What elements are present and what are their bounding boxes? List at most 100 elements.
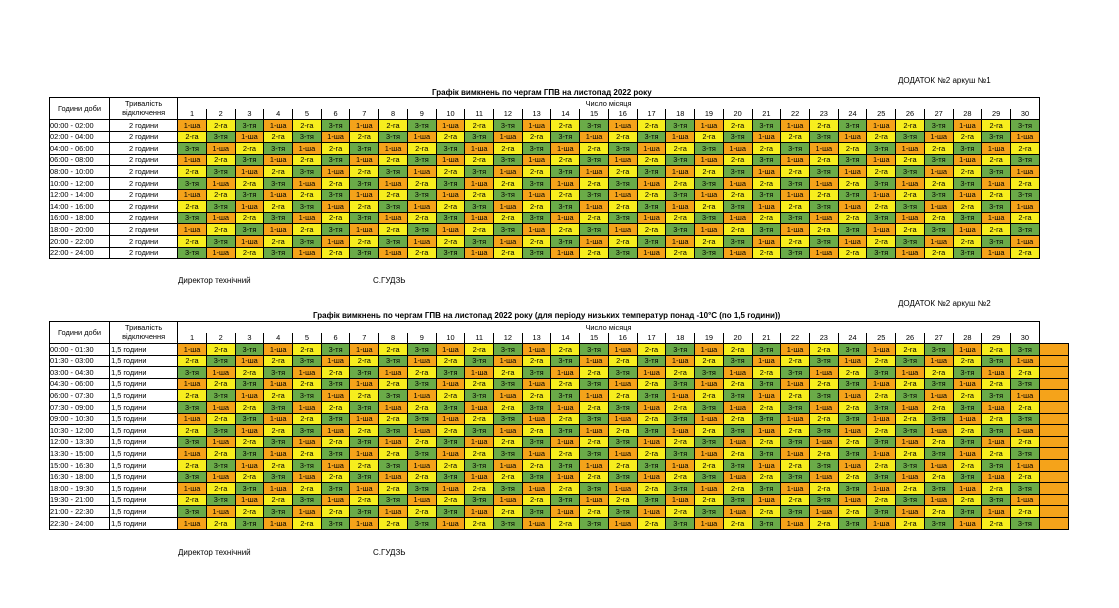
queue-cell: 3-тя <box>493 377 523 391</box>
header-day-number: 17 <box>636 108 667 120</box>
queue-cell: 3-тя <box>406 153 437 167</box>
queue-cell: 2-га <box>406 366 437 379</box>
queue-cell: 1-ша <box>177 447 207 460</box>
queue-cell: 3-тя <box>205 424 236 437</box>
header-day-number: 6 <box>320 332 351 344</box>
duration-cell: 2 години <box>109 153 179 167</box>
queue-cell: 3-тя <box>607 211 638 225</box>
queue-cell: 2-га <box>292 153 322 167</box>
queue-cell: 1-ша <box>435 188 466 202</box>
queue-cell: 1-ша <box>751 458 782 472</box>
queue-cell: 2-га <box>895 516 925 530</box>
queue-cell: 2-га <box>263 493 294 507</box>
table-row: 04:00 - 06:00 2 години 3-тя 1-ша 2-га 3-тя 1-ш… <box>48 142 1041 155</box>
queue-cell: 2-га <box>320 142 351 155</box>
queue-cell: 3-тя <box>694 505 724 518</box>
queue-cell: 2-га <box>406 470 437 484</box>
queue-cell: 1-ша <box>751 424 782 437</box>
queue-cell: 3-тя <box>493 188 523 202</box>
queue-cell: 3-тя <box>579 153 609 167</box>
queue-cell: 1-ша <box>866 412 897 426</box>
queue-cell: 3-тя <box>320 223 351 236</box>
queue-cell: 3-тя <box>234 516 265 530</box>
queue-cell: 3-тя <box>320 482 351 495</box>
queue-cell: 2-га <box>981 188 1011 202</box>
queue-cell: 3-тя <box>320 516 351 530</box>
queue-cell: 1-ша <box>550 505 581 518</box>
queue-cell: 3-тя <box>694 142 724 155</box>
queue-cell: 3-тя <box>636 493 667 507</box>
queue-cell: 1-ша <box>292 142 322 155</box>
queue-cell: 3-тя <box>895 458 925 472</box>
queue-cell: 2-га <box>722 343 753 356</box>
queue-cell: 3-тя <box>1009 119 1041 132</box>
header-day-number: 22 <box>780 332 810 344</box>
queue-cell: 2-га <box>1009 142 1041 155</box>
header-day-number: 10 <box>435 108 466 120</box>
duration-cell: 1,5 години <box>109 458 179 472</box>
queue-cell: 2-га <box>521 389 552 402</box>
header-day-number: 27 <box>923 332 954 344</box>
queue-cell: 1-ша <box>923 234 954 248</box>
queue-cell: 3-тя <box>435 470 466 484</box>
queue-cell: 3-тя <box>579 188 609 202</box>
queue-cell: 1-ша <box>952 412 983 426</box>
queue-cell: 1-ша <box>694 119 724 132</box>
queue-cell: 2-га <box>751 211 782 225</box>
header-padding-cell <box>1039 321 1069 344</box>
queue-cell: 1-ша <box>464 142 495 155</box>
queue-cell: 1-ша <box>780 153 810 167</box>
queue-cell: 2-га <box>923 366 954 379</box>
table-row: 12:00 - 14:00 2 години 1-ша 2-га 3-тя 1-ша 2-г… <box>48 188 1041 202</box>
queue-cell: 2-га <box>866 130 897 144</box>
queue-cell: 3-тя <box>493 516 523 530</box>
queue-cell: 1-ша <box>866 188 897 202</box>
queue-cell: 1-ша <box>579 130 609 144</box>
queue-cell: 1-ша <box>320 130 351 144</box>
duration-cell: 2 години <box>109 130 179 144</box>
queue-cell: 3-тя <box>923 412 954 426</box>
queue-cell: 2-га <box>780 165 810 178</box>
table-row: 16:30 - 18:00 1,5 години 3-тя 1-ша 2-га 3-тя 1… <box>48 470 1070 484</box>
queue-cell: 3-тя <box>665 343 696 356</box>
queue-cell: 1-ша <box>981 435 1011 449</box>
queue-cell: 1-ша <box>751 493 782 507</box>
queue-cell: 3-тя <box>1009 153 1041 167</box>
time-range-cell: 02:00 - 04:00 <box>48 130 111 144</box>
time-range-cell: 00:00 - 01:30 <box>48 343 111 356</box>
queue-cell: 3-тя <box>406 377 437 391</box>
queue-cell: 2-га <box>205 223 236 236</box>
queue-cell: 2-га <box>493 400 523 414</box>
header-day-number: 3 <box>234 332 265 344</box>
queue-cell: 2-га <box>952 389 983 402</box>
header-day-number: 23 <box>808 108 839 120</box>
queue-cell: 2-га <box>550 153 581 167</box>
queue-cell: 3-тя <box>292 165 322 178</box>
queue-cell: 3-тя <box>550 354 581 368</box>
queue-cell: 3-тя <box>694 435 724 449</box>
time-range-cell: 06:00 - 07:30 <box>48 389 111 402</box>
queue-cell: 2-га <box>320 211 351 225</box>
queue-cell: 3-тя <box>636 200 667 213</box>
queue-cell: 1-ша <box>493 354 523 368</box>
queue-cell: 3-тя <box>808 130 839 144</box>
queue-cell: 3-тя <box>751 447 782 460</box>
queue-cell: 3-тя <box>378 130 408 144</box>
queue-cell: 3-тя <box>722 354 753 368</box>
table-row: 12:00 - 13:30 1,5 години 3-тя 1-ша 2-га 3-тя 1… <box>48 435 1070 449</box>
queue-cell: 2-га <box>866 424 897 437</box>
queue-cell: 3-тя <box>981 234 1011 248</box>
header-day-number: 19 <box>694 332 724 344</box>
queue-cell: 3-тя <box>952 435 983 449</box>
queue-cell: 1-ша <box>607 412 638 426</box>
queue-cell: 1-ша <box>234 424 265 437</box>
header-day-number: 7 <box>349 108 380 120</box>
header-day-number: 12 <box>493 108 523 120</box>
queue-cell: 2-га <box>751 505 782 518</box>
queue-cell: 2-га <box>636 343 667 356</box>
queue-cell: 1-ша <box>837 493 868 507</box>
queue-cell: 3-тя <box>837 377 868 391</box>
queue-cell: 2-га <box>866 200 897 213</box>
queue-cell: 2-га <box>722 377 753 391</box>
table-row: 04:30 - 06:00 1,5 години 1-ша 2-га 3-тя 1-ша 2… <box>48 377 1070 391</box>
